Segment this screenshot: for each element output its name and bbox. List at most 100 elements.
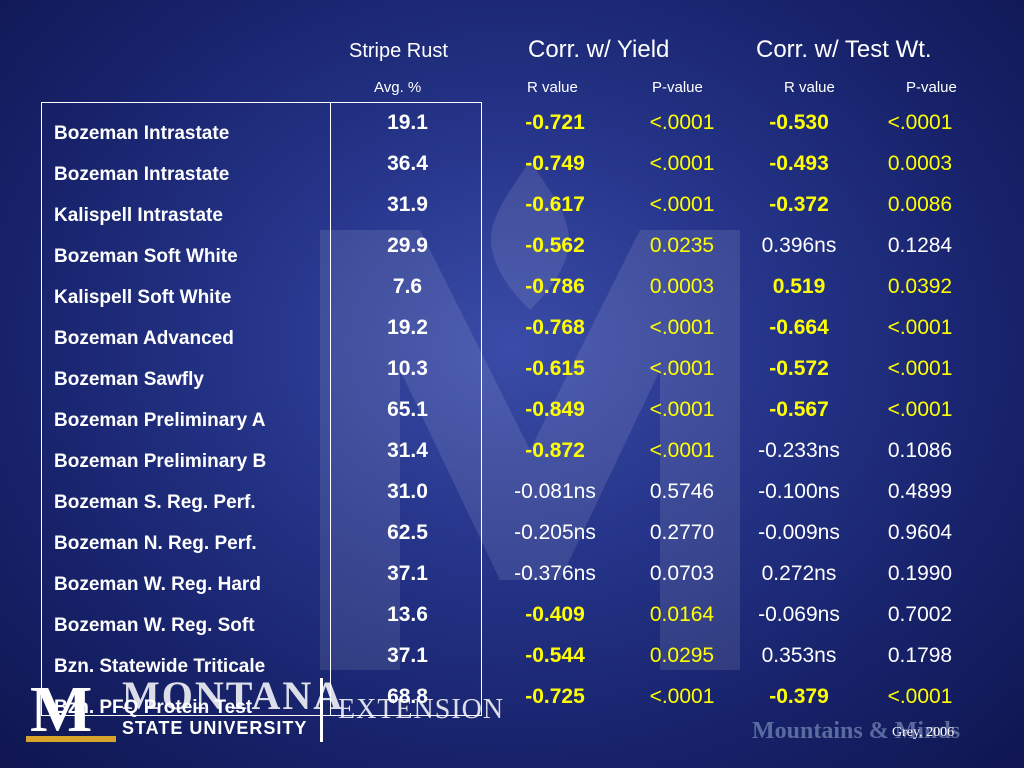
stripe-rust-avg: 31.4: [387, 439, 428, 462]
stripe-rust-avg: 31.0: [387, 480, 428, 503]
table-row: Bzn. Statewide Triticale 37.1 -0.544 0.0295…: [0, 644, 1024, 685]
testwt-p-value: <.0001: [887, 316, 953, 339]
header-corr-test-wt: Corr. w/ Test Wt.: [756, 36, 932, 63]
row-name: Bozeman Preliminary A: [54, 410, 266, 431]
testwt-p-value: 0.4899: [887, 480, 953, 503]
stripe-rust-avg: 37.1: [387, 562, 428, 585]
row-name: Bzn. PFQ Protein Test: [54, 697, 253, 718]
header-p-value-testwt: P-value: [906, 79, 957, 96]
stripe-rust-avg: 65.1: [387, 398, 428, 421]
yield-p-value: 0.0235: [649, 234, 715, 257]
testwt-p-value: 0.0086: [887, 193, 953, 216]
logo-montana-text: MONTANA: [122, 673, 345, 718]
yield-r-value: -0.081ns: [514, 480, 596, 503]
yield-p-value: <.0001: [649, 398, 715, 421]
row-name: Bzn. Statewide Triticale: [54, 656, 266, 677]
yield-r-value: -0.376ns: [514, 562, 596, 585]
testwt-p-value: <.0001: [887, 685, 953, 708]
testwt-r-value: -0.493: [769, 152, 829, 175]
testwt-p-value: <.0001: [887, 398, 953, 421]
yield-p-value: <.0001: [649, 193, 715, 216]
table-row: Bzn. PFQ Protein Test 68.8 -0.725 <.0001 -0.…: [0, 685, 1024, 726]
table-row: Bozeman Sawfly 10.3 -0.615 <.0001 -0.572 <.00…: [0, 357, 1024, 398]
yield-r-value: -0.749: [525, 152, 585, 175]
yield-p-value: 0.0003: [649, 275, 715, 298]
yield-p-value: 0.0295: [649, 644, 715, 667]
stripe-rust-avg: 68.8: [387, 685, 428, 708]
table-frame: [41, 102, 482, 716]
row-name: Bozeman W. Reg. Soft: [54, 615, 255, 636]
testwt-r-value: -0.100ns: [758, 480, 840, 503]
stripe-rust-avg: 37.1: [387, 644, 428, 667]
yield-p-value: <.0001: [649, 357, 715, 380]
header-stripe-rust: Stripe Rust: [349, 40, 448, 62]
logo-m-mark: M: [30, 673, 92, 746]
row-name: Bozeman W. Reg. Hard: [54, 574, 261, 595]
testwt-r-value: -0.567: [769, 398, 829, 421]
table-row: Bozeman S. Reg. Perf. 31.0 -0.081ns 0.5746 -…: [0, 480, 1024, 521]
table-row: Bozeman Intrastate 36.4 -0.749 <.0001 -0.493…: [0, 152, 1024, 193]
row-name: Bozeman Preliminary B: [54, 451, 267, 472]
testwt-p-value: 0.1284: [887, 234, 953, 257]
table-row: Bozeman Advanced 19.2 -0.768 <.0001 -0.664 <.…: [0, 316, 1024, 357]
table-row: Bozeman Preliminary A 65.1 -0.849 <.0001 -0.…: [0, 398, 1024, 439]
table-row: Kalispell Intrastate 31.9 -0.617 <.0001 -0.3…: [0, 193, 1024, 234]
table-column-divider: [330, 102, 331, 716]
stripe-rust-avg: 62.5: [387, 521, 428, 544]
yield-p-value: 0.0164: [649, 603, 715, 626]
testwt-r-value: 0.396ns: [761, 234, 837, 257]
testwt-p-value: 0.1990: [887, 562, 953, 585]
yield-r-value: -0.544: [525, 644, 585, 667]
header-avg-pct: Avg. %: [374, 79, 422, 96]
header-p-value-yield: P-value: [652, 79, 703, 96]
yield-p-value: <.0001: [649, 152, 715, 175]
row-name: Kalispell Soft White: [54, 287, 232, 308]
testwt-r-value: -0.572: [769, 357, 829, 380]
stripe-rust-avg: 31.9: [387, 193, 428, 216]
yield-r-value: -0.617: [525, 193, 585, 216]
yield-p-value: <.0001: [649, 685, 715, 708]
testwt-p-value: 0.0003: [887, 152, 953, 175]
yield-r-value: -0.205ns: [514, 521, 596, 544]
testwt-p-value: 0.1086: [887, 439, 953, 462]
stripe-rust-avg: 13.6: [387, 603, 428, 626]
yield-p-value: 0.0703: [649, 562, 715, 585]
table-row: Bozeman Intrastate 19.1 -0.721 <.0001 -0.530…: [0, 111, 1024, 152]
testwt-p-value: <.0001: [887, 357, 953, 380]
citation-credit: Grey, 2006: [892, 725, 955, 740]
logo-divider: [320, 678, 323, 742]
table-row: Bozeman W. Reg. Soft 13.6 -0.409 0.0164 -0.0…: [0, 603, 1024, 644]
testwt-r-value: -0.664: [769, 316, 829, 339]
stripe-rust-avg: 36.4: [387, 152, 428, 175]
header-r-value-testwt: R value: [784, 79, 835, 96]
yield-r-value: -0.409: [525, 603, 585, 626]
logo-extension-text: EXTENSION: [338, 694, 505, 725]
stripe-rust-avg: 10.3: [387, 357, 428, 380]
testwt-p-value: 0.9604: [887, 521, 953, 544]
yield-p-value: 0.2770: [649, 521, 715, 544]
yield-p-value: <.0001: [649, 439, 715, 462]
row-name: Bozeman Advanced: [54, 328, 234, 349]
yield-r-value: -0.768: [525, 316, 585, 339]
row-name: Bozeman Soft White: [54, 246, 238, 267]
yield-r-value: -0.721: [525, 111, 585, 134]
table-row: Bozeman W. Reg. Hard 37.1 -0.376ns 0.0703 0.…: [0, 562, 1024, 603]
yield-p-value: <.0001: [649, 316, 715, 339]
table-row: Bozeman Preliminary B 31.4 -0.872 <.0001 -0.…: [0, 439, 1024, 480]
testwt-r-value: 0.519: [772, 275, 826, 298]
yield-p-value: 0.5746: [649, 480, 715, 503]
header-corr-yield: Corr. w/ Yield: [528, 36, 670, 63]
msu-extension-logo: M MONTANA STATE UNIVERSITY EXTENSION: [22, 670, 505, 760]
row-name: Bozeman Intrastate: [54, 164, 230, 185]
yield-r-value: -0.849: [525, 398, 585, 421]
testwt-r-value: -0.372: [769, 193, 829, 216]
testwt-p-value: <.0001: [887, 111, 953, 134]
stripe-rust-avg: 19.1: [387, 111, 428, 134]
testwt-r-value: -0.069ns: [758, 603, 840, 626]
testwt-p-value: 0.0392: [887, 275, 953, 298]
stripe-rust-avg: 7.6: [392, 275, 423, 298]
testwt-r-value: 0.272ns: [761, 562, 837, 585]
testwt-r-value: 0.353ns: [761, 644, 837, 667]
testwt-r-value: -0.009ns: [758, 521, 840, 544]
yield-r-value: -0.562: [525, 234, 585, 257]
